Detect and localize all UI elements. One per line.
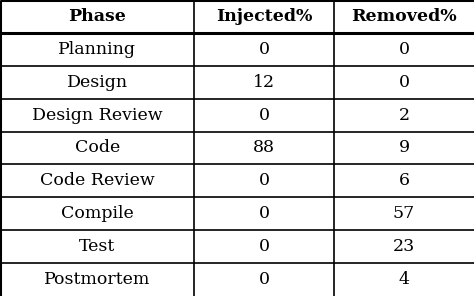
- Text: 0: 0: [259, 271, 270, 288]
- Text: Design Review: Design Review: [32, 107, 163, 124]
- Text: Code: Code: [74, 139, 120, 157]
- Text: Phase: Phase: [68, 8, 126, 25]
- Text: 2: 2: [399, 107, 410, 124]
- Text: 88: 88: [253, 139, 275, 157]
- Text: 23: 23: [393, 238, 415, 255]
- Text: 0: 0: [259, 107, 270, 124]
- Text: Injected%: Injected%: [216, 8, 312, 25]
- Text: 4: 4: [399, 271, 410, 288]
- Text: 12: 12: [253, 74, 275, 91]
- Text: Removed%: Removed%: [351, 8, 457, 25]
- Text: Compile: Compile: [61, 205, 134, 222]
- Text: 0: 0: [259, 41, 270, 58]
- Text: Planning: Planning: [58, 41, 136, 58]
- Text: Design: Design: [67, 74, 128, 91]
- Text: 0: 0: [399, 41, 410, 58]
- Text: 0: 0: [259, 238, 270, 255]
- Text: 0: 0: [259, 172, 270, 189]
- Text: Test: Test: [79, 238, 115, 255]
- Text: Postmortem: Postmortem: [44, 271, 150, 288]
- Text: 0: 0: [259, 205, 270, 222]
- Text: 6: 6: [399, 172, 410, 189]
- Text: 9: 9: [399, 139, 410, 157]
- Text: 57: 57: [393, 205, 415, 222]
- Text: 0: 0: [399, 74, 410, 91]
- Text: Code Review: Code Review: [40, 172, 155, 189]
